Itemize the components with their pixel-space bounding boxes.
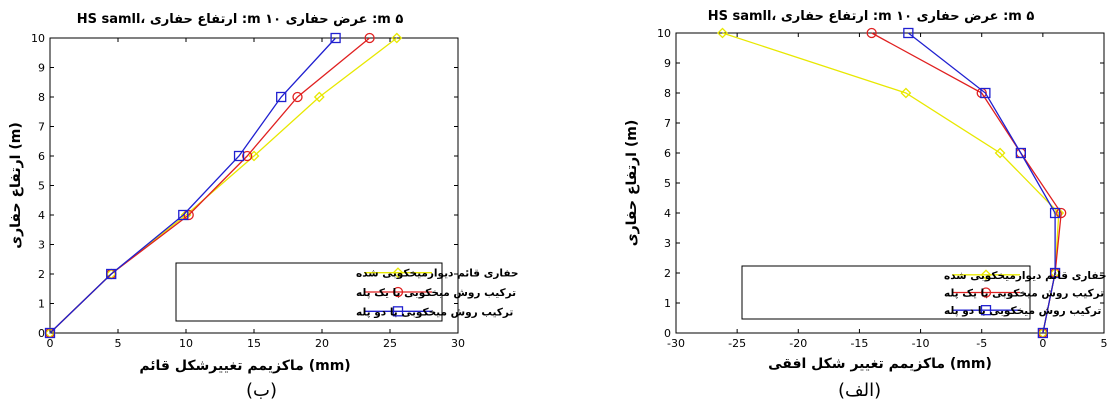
legend-marker <box>980 287 992 298</box>
data-point <box>717 27 728 39</box>
legend-marker <box>980 269 992 281</box>
y-axis-label: ارتفاع حفاری (m) <box>624 120 640 246</box>
y-tick-label: 6 <box>38 150 45 163</box>
x-tick-label: 0 <box>1039 337 1046 350</box>
x-tick-label: 20 <box>315 337 329 350</box>
x-tick-label: 25 <box>383 337 397 350</box>
data-point <box>44 327 56 339</box>
data-point <box>330 32 341 44</box>
x-tick-label: 15 <box>247 337 261 350</box>
legend-label: حفاری قائم دیوارمیخکوبی شده <box>356 268 518 280</box>
data-point <box>242 150 253 162</box>
y-tick-label: 4 <box>38 209 45 222</box>
data-point <box>391 32 403 44</box>
chart-panel-1: -30 -25 -20 -15 -10 -5 0 5 0 1 2 3 4 5 6 7 8 9 10 حفاری قائ… <box>624 9 1108 372</box>
x-tick-label: 5 <box>115 337 122 350</box>
y-axis-label: ارتفاع حفاری (m) <box>8 122 24 248</box>
y-tick-label: 0 <box>664 327 671 340</box>
y-tick-label: 7 <box>38 121 45 134</box>
legend-marker <box>392 286 404 298</box>
data-point <box>903 27 914 39</box>
legend-label: ترکیب روش میخکوبی با یک پله <box>944 288 1104 300</box>
legend-marker <box>980 305 992 316</box>
y-tick-label: 7 <box>664 117 671 130</box>
y-tick-label: 2 <box>664 267 671 280</box>
y-tick-label: 3 <box>664 237 671 250</box>
x-tick-label: -15 <box>850 337 868 350</box>
legend-label: ترکیب روش میخکوبی با یک پله <box>356 287 516 299</box>
panel-caption-left: (ب) <box>246 380 278 401</box>
legend-label: ترکیب روش میخکوبی با دو پله <box>356 306 513 318</box>
chart-title: HS samll، ارتفاع حفاری :m ۱۰ عرض حفاری :… <box>77 12 404 27</box>
data-point <box>1056 207 1067 219</box>
y-tick-label: 5 <box>38 180 45 193</box>
x-tick-label: -25 <box>728 337 746 350</box>
data-point <box>106 268 117 280</box>
data-point <box>1037 327 1049 339</box>
x-tick-label: -10 <box>912 337 930 350</box>
data-point <box>900 87 912 99</box>
y-tick-label: 6 <box>664 147 671 160</box>
x-axis-label: ماکزیمم تغییر شکل افقی (mm) <box>768 356 992 372</box>
legend-label: حفاری قائم دیوارمیخکوبی شده <box>944 270 1106 282</box>
data-point <box>1049 267 1061 279</box>
data-point <box>313 91 325 103</box>
series-line-2 <box>907 32 1056 334</box>
data-point <box>980 87 991 99</box>
data-point <box>1049 207 1061 219</box>
data-point <box>292 91 303 103</box>
series-line-2 <box>49 37 337 334</box>
y-tick-label: 2 <box>38 268 45 281</box>
legend-label: ترکیب روش میخکوبی با دو پله <box>944 305 1101 317</box>
legend-marker <box>392 306 404 317</box>
data-point <box>233 150 245 162</box>
data-point <box>866 27 877 39</box>
x-tick-label: 5 <box>1101 337 1108 350</box>
data-point <box>364 32 375 44</box>
data-point <box>994 147 1006 159</box>
x-tick-label: -30 <box>667 337 685 350</box>
y-tick-label: 8 <box>664 87 671 100</box>
x-tick-label: -20 <box>789 337 807 350</box>
x-axis-label: ماکزیمم تغییرشکل قائم (mm) <box>139 358 350 374</box>
y-tick-label: 10 <box>657 27 671 40</box>
chart-title: HS samll، ارتفاع حفاری :m ۱۰ عرض حفاری :… <box>708 9 1035 24</box>
y-tick-label: 3 <box>38 239 45 252</box>
y-tick-label: 10 <box>31 32 45 45</box>
y-tick-label: 9 <box>664 57 671 70</box>
x-tick-label: 30 <box>451 337 465 350</box>
y-tick-label: 4 <box>664 207 671 220</box>
chart-panel-0: 0 5 10 15 20 25 30 0 1 2 3 4 5 6 7 8 9 10 حفاری قائم دیوار… <box>8 12 518 374</box>
x-tick-label: 10 <box>179 337 193 350</box>
y-tick-label: 8 <box>38 91 45 104</box>
data-point <box>183 209 194 221</box>
legend-marker <box>392 267 404 279</box>
x-tick-label: 0 <box>47 337 54 350</box>
panel-caption-right: (الف) <box>838 380 882 401</box>
y-tick-label: 1 <box>664 297 671 310</box>
y-tick-label: 9 <box>38 62 45 75</box>
y-tick-label: 5 <box>664 177 671 190</box>
x-tick-label: -5 <box>976 337 987 350</box>
y-tick-label: 1 <box>38 298 45 311</box>
data-point <box>1015 147 1026 159</box>
y-tick-label: 0 <box>38 327 45 340</box>
data-point <box>178 209 189 221</box>
data-point <box>276 91 287 103</box>
